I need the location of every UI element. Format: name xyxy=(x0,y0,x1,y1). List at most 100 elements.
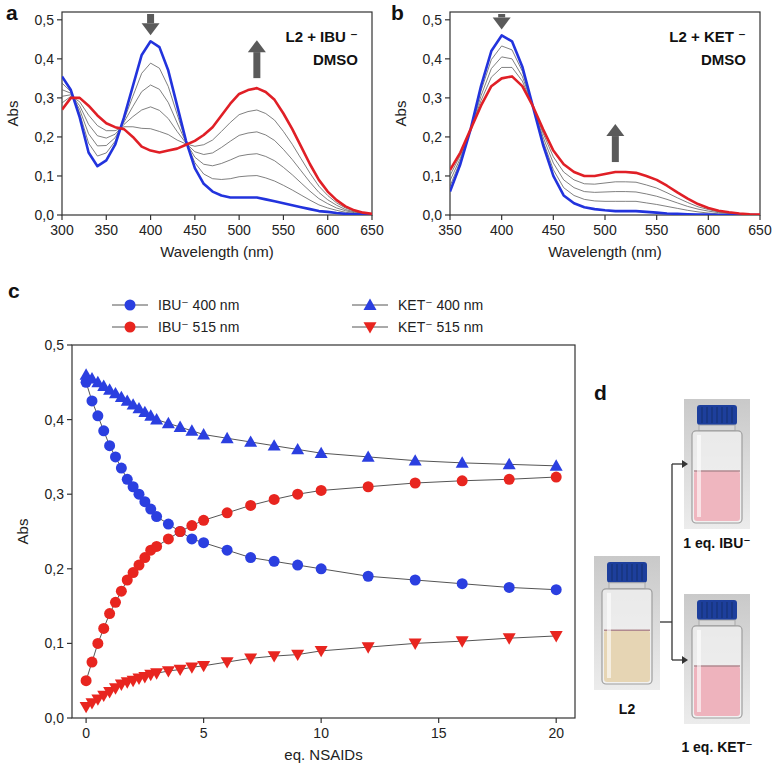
y-tick xyxy=(57,97,62,98)
y-tick-label: 0,0 xyxy=(35,207,55,223)
vial-label: 1 eq. KET⁻ xyxy=(681,739,752,755)
series-line xyxy=(86,382,556,589)
data-point xyxy=(116,463,127,474)
data-point xyxy=(186,520,197,531)
cap-ridge xyxy=(622,564,623,581)
data-point xyxy=(409,454,422,465)
data-point xyxy=(503,458,516,469)
vial-photo xyxy=(684,399,750,529)
data-point xyxy=(163,533,174,544)
x-tick-label: 600 xyxy=(316,222,340,238)
data-point xyxy=(222,545,233,556)
y-tick-label: 0,3 xyxy=(35,90,55,106)
data-point xyxy=(198,515,209,526)
data-point xyxy=(245,552,256,563)
data-point xyxy=(150,668,163,679)
y-tick xyxy=(57,58,62,59)
trend-arrow-head xyxy=(606,124,624,136)
y-tick-label: 0,1 xyxy=(35,168,55,184)
data-point xyxy=(456,636,469,647)
data-point xyxy=(110,597,121,608)
vial-label: L2 xyxy=(619,701,636,717)
y-tick xyxy=(57,214,62,215)
x-tick-label: 500 xyxy=(593,222,617,238)
y-tick-label: 0,0 xyxy=(45,710,65,726)
cap-ridge xyxy=(632,564,633,581)
legend-label: IBU⁻ 515 nm xyxy=(158,319,239,335)
spectrum-line xyxy=(62,41,372,215)
data-point xyxy=(268,651,281,662)
trend-arrow-head xyxy=(248,40,266,52)
photo-background xyxy=(684,594,750,724)
annotation: DMSO xyxy=(313,51,358,68)
glass-highlight xyxy=(697,435,701,517)
y-tick xyxy=(67,344,72,345)
panel-a: 3003504004505005506006500,00,10,20,30,40… xyxy=(4,1,384,260)
x-tick xyxy=(203,718,204,723)
data-point xyxy=(456,456,469,467)
vial-label: 1 eq. IBU⁻ xyxy=(683,535,750,551)
x-tick xyxy=(556,718,557,723)
legend-label: KET⁻ 400 nm xyxy=(398,297,483,313)
cap-ridge xyxy=(722,602,723,618)
series-line xyxy=(86,636,556,707)
data-point xyxy=(551,584,562,595)
x-tick-label: 5 xyxy=(200,725,208,741)
cap-ridge xyxy=(717,407,718,423)
data-point xyxy=(81,675,92,686)
data-point xyxy=(292,560,303,571)
y-tick xyxy=(445,136,450,137)
data-point xyxy=(186,533,197,544)
x-tick-label: 15 xyxy=(431,725,447,741)
panel-letter: a xyxy=(6,1,18,24)
x-tick xyxy=(150,215,151,220)
x-tick-label: 450 xyxy=(542,222,566,238)
y-tick xyxy=(445,97,450,98)
trend-arrow-shaft xyxy=(253,52,260,78)
data-point xyxy=(151,541,162,552)
y-axis-title: Abs xyxy=(4,101,21,127)
connector-line xyxy=(672,463,682,464)
spectrum-line xyxy=(62,88,372,214)
data-point xyxy=(98,425,109,436)
data-point xyxy=(410,478,421,489)
x-tick-label: 0 xyxy=(82,725,90,741)
cap-ridge xyxy=(707,407,708,423)
y-tick-label: 0,3 xyxy=(423,90,443,106)
cap-ridge xyxy=(642,564,643,581)
y-tick-label: 0,2 xyxy=(35,129,55,145)
cap-ridge xyxy=(617,564,618,581)
vial-photo xyxy=(684,594,750,724)
data-point xyxy=(104,440,115,451)
x-tick-label: 600 xyxy=(697,222,721,238)
data-point xyxy=(221,657,234,668)
cap-ridge xyxy=(702,407,703,423)
x-tick-label: 550 xyxy=(272,222,296,238)
panel-letter: d xyxy=(594,381,607,404)
data-point xyxy=(174,421,187,432)
y-tick xyxy=(57,175,62,176)
x-tick-label: 350 xyxy=(438,222,462,238)
glass-highlight xyxy=(607,593,611,678)
panel-letter: c xyxy=(8,279,20,302)
annotation: L2 + IBU ⁻ xyxy=(285,28,358,45)
data-point xyxy=(503,633,516,644)
x-tick xyxy=(106,215,107,220)
data-point xyxy=(185,662,198,673)
legend-marker xyxy=(364,299,377,310)
connector-head xyxy=(682,460,688,468)
data-area xyxy=(80,368,563,713)
x-tick-label: 450 xyxy=(183,222,207,238)
vial-neck xyxy=(699,620,735,626)
y-tick xyxy=(57,19,62,20)
cap-ridge xyxy=(627,564,628,581)
photo-background xyxy=(684,399,750,529)
x-tick xyxy=(283,215,284,220)
data-point xyxy=(269,556,280,567)
intermediate-spectrum-line xyxy=(450,57,760,215)
x-tick xyxy=(553,215,554,220)
y-tick-label: 0,3 xyxy=(45,486,65,502)
trend-arrow-shaft xyxy=(612,136,619,162)
legend-label: IBU⁻ 400 nm xyxy=(158,297,239,313)
panel-b: 3504004505005506006500,00,10,20,30,40,5W… xyxy=(391,1,772,260)
